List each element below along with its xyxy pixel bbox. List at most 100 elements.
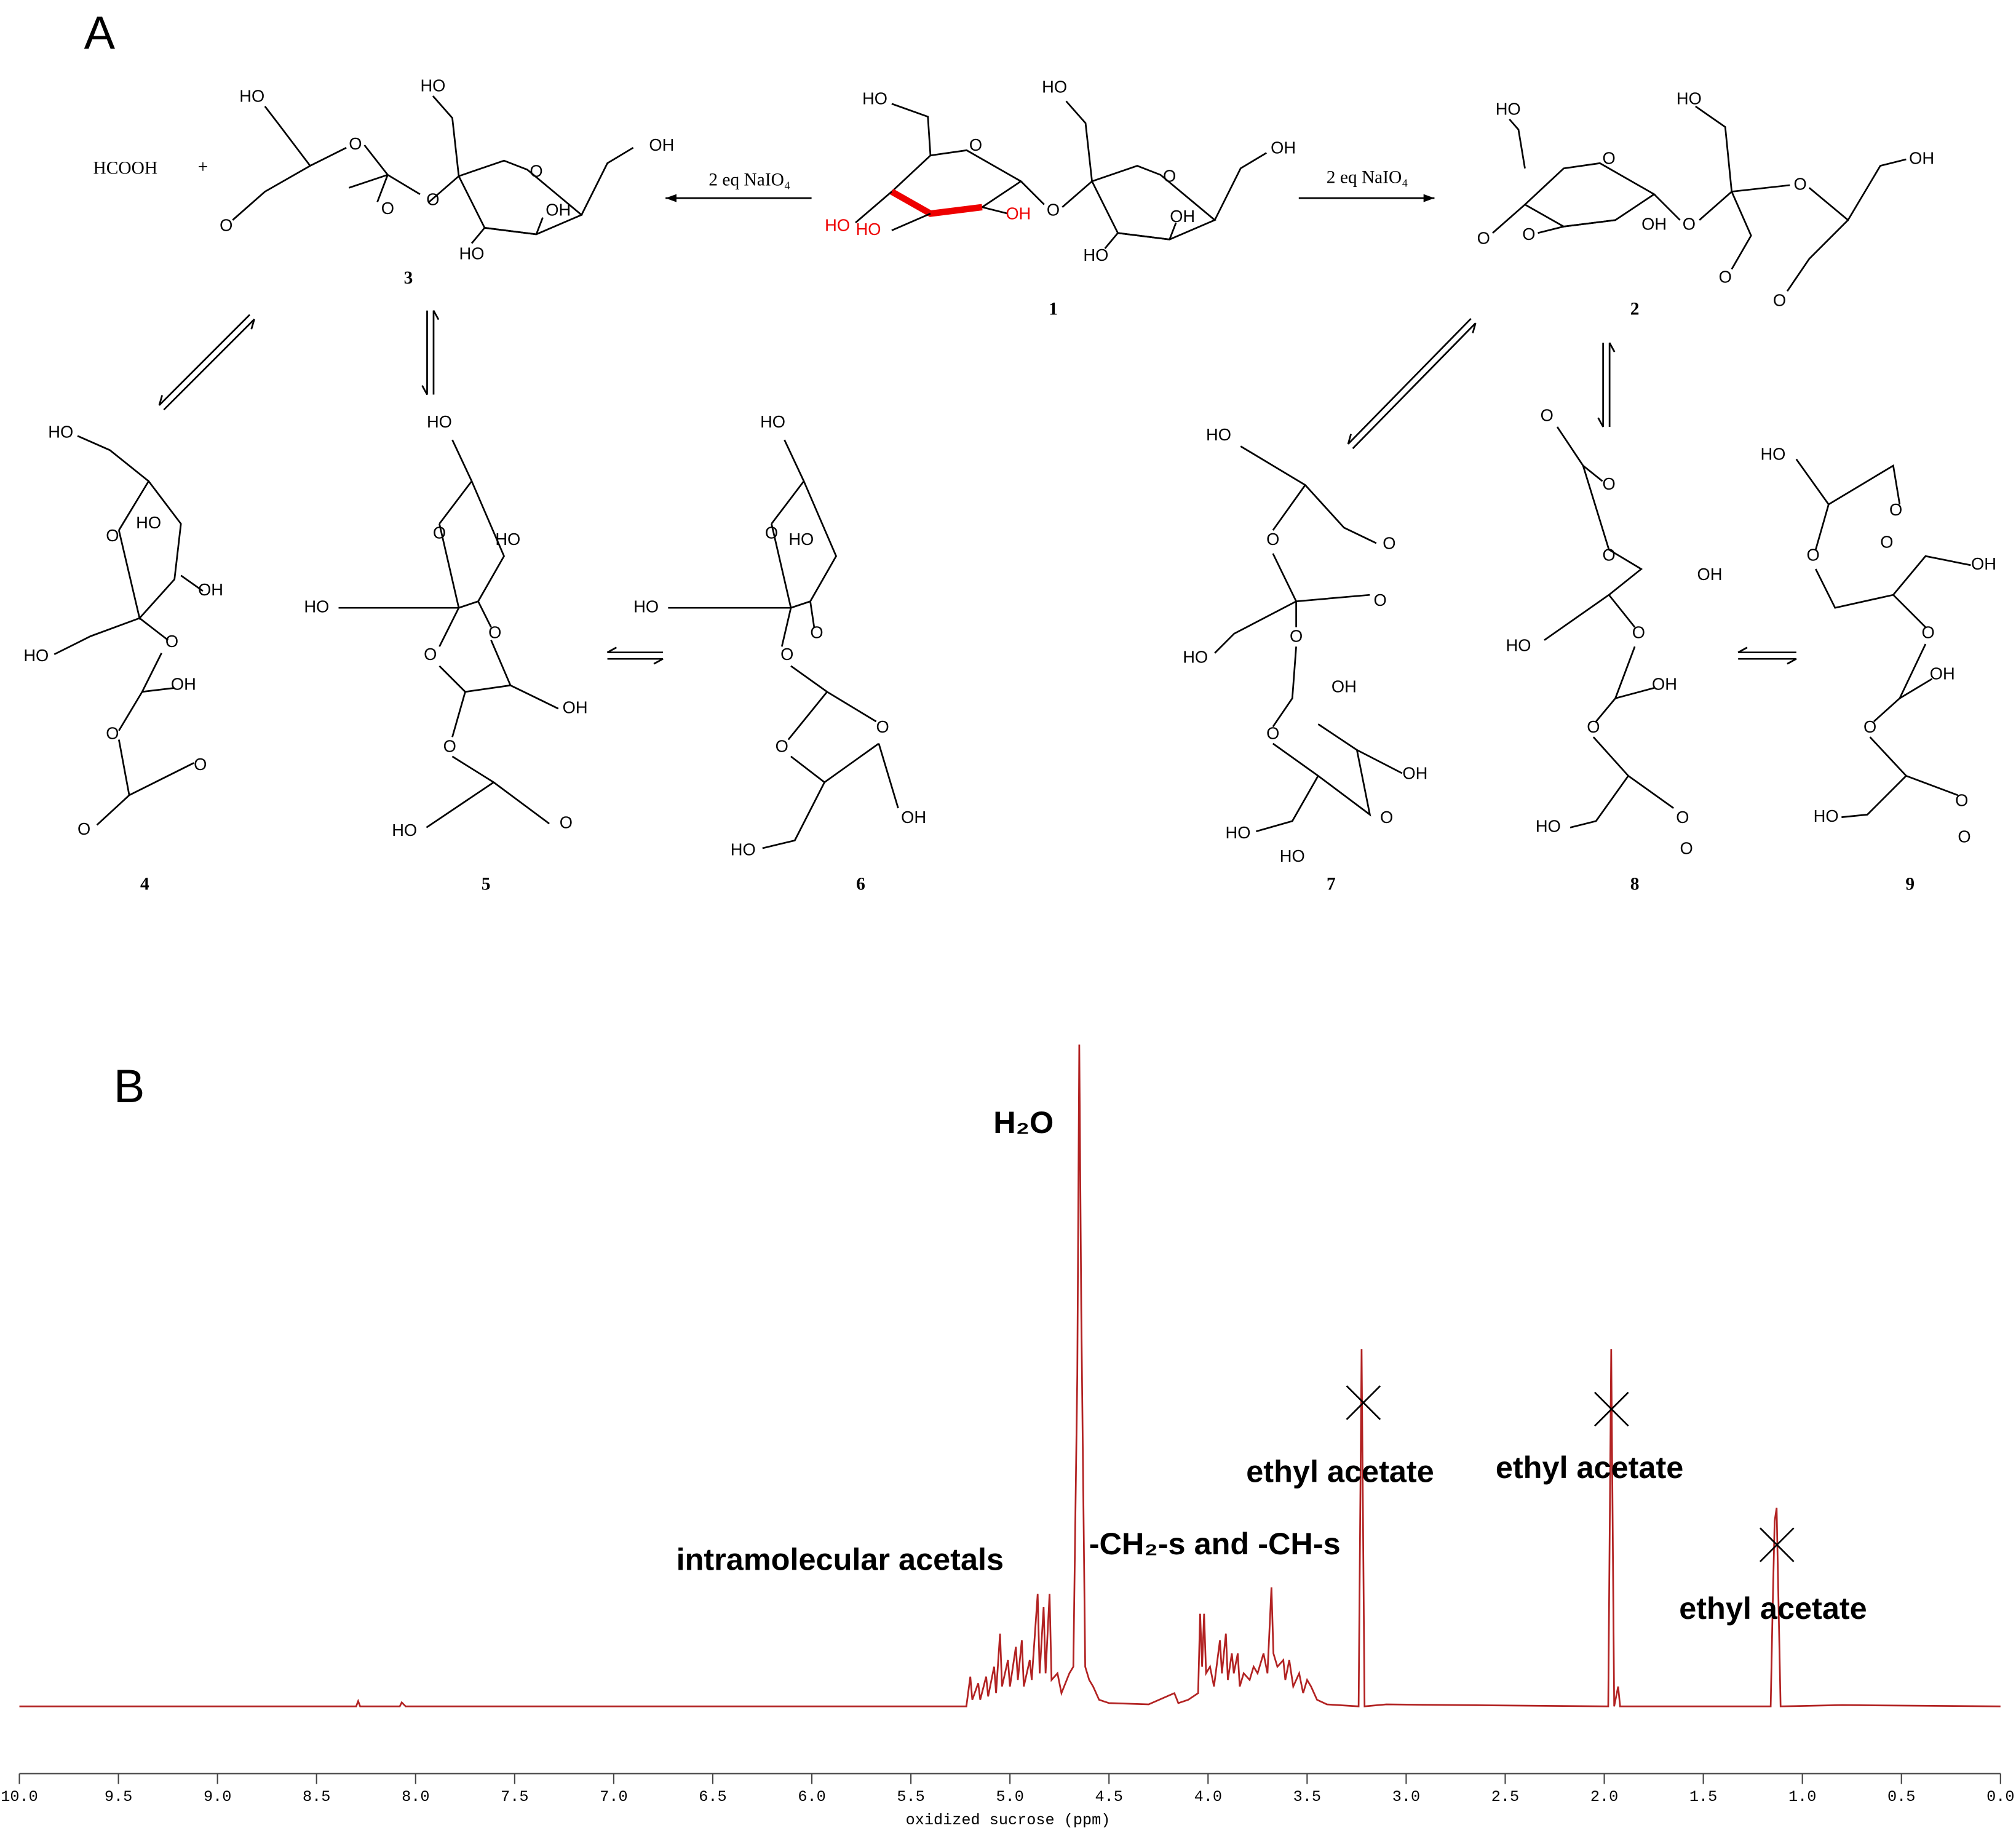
- atom-label: O: [426, 190, 439, 209]
- atom-label: O: [77, 819, 90, 838]
- x-axis-label: oxidized sucrose (ppm): [906, 1811, 1111, 1829]
- atom-label: HO: [1506, 635, 1531, 654]
- atom-label: OH: [1271, 138, 1296, 157]
- bond: [77, 435, 149, 482]
- x-tick-label: 1.0: [1788, 1788, 1816, 1806]
- atom-label: HO: [239, 86, 264, 105]
- panel-label: B: [114, 1061, 145, 1113]
- bond: [1509, 119, 1526, 169]
- atom-label: HO: [633, 597, 659, 616]
- atom-label: O: [1676, 808, 1689, 827]
- atom-label: HO: [495, 530, 520, 549]
- bond: [1808, 158, 1907, 221]
- compound-number: 6: [856, 875, 865, 894]
- bond: [790, 665, 877, 723]
- bond: [1062, 180, 1093, 208]
- bond: [809, 601, 816, 627]
- bond: [141, 687, 175, 693]
- cross-mark: [1759, 1527, 1795, 1562]
- bond: [1272, 553, 1370, 603]
- atom-label: O: [1602, 148, 1615, 167]
- atom-label: HO: [1677, 89, 1702, 108]
- bond: [891, 213, 931, 231]
- bond: [1272, 723, 1371, 817]
- bond: [878, 743, 899, 809]
- atom-label: O: [1719, 268, 1732, 287]
- atom-label: O: [1921, 622, 1934, 642]
- bond: [1538, 225, 1564, 234]
- x-tick-label: 1.5: [1689, 1788, 1717, 1806]
- bond: [363, 145, 421, 195]
- x-tick-label: 8.5: [303, 1788, 330, 1806]
- bond: [1869, 736, 1958, 797]
- atom-label: HO: [136, 513, 161, 532]
- atom-label: O: [810, 622, 823, 642]
- bond: [1695, 105, 1733, 192]
- bond: [1608, 594, 1636, 628]
- atom-label: O: [1683, 214, 1696, 233]
- atom-label: O: [1266, 530, 1279, 549]
- atom-label: O: [776, 736, 788, 755]
- atom-label: OH: [901, 808, 926, 827]
- x-tick-label: 6.5: [699, 1788, 726, 1806]
- compound-number: 3: [404, 268, 413, 288]
- atom-label: O: [1880, 532, 1893, 551]
- x-tick-label: 5.5: [897, 1788, 924, 1806]
- compound-number: 8: [1630, 875, 1640, 894]
- bond: [1492, 204, 1526, 234]
- atom-label: OH: [1006, 204, 1031, 223]
- equilibrium-arrow: [158, 314, 251, 406]
- x-tick-label: 0.0: [1986, 1788, 2014, 1806]
- x-tick-label: 10.0: [1, 1788, 38, 1806]
- bond: [96, 794, 130, 826]
- atom-label: O: [1680, 838, 1693, 857]
- bond: [376, 174, 389, 202]
- bond: [426, 755, 496, 829]
- atom-label: O: [765, 523, 778, 542]
- atom-label: HO: [304, 597, 329, 616]
- bond: [1214, 600, 1297, 654]
- atom-label: O: [1266, 723, 1279, 742]
- atom-label: HO: [1814, 806, 1839, 825]
- atom-label: O: [1632, 622, 1645, 642]
- atom-label: HO: [856, 220, 881, 239]
- atom-label: O: [424, 645, 437, 664]
- atom-label: HO: [1042, 77, 1067, 97]
- bond: [1873, 643, 1927, 723]
- bond: [1570, 775, 1629, 829]
- annotation: ethyl acetate: [1496, 1450, 1684, 1485]
- atom-label: HO: [1536, 817, 1561, 836]
- arrow-head: [665, 194, 677, 202]
- cross-mark: [1594, 1391, 1629, 1427]
- atom-label: O: [443, 736, 456, 755]
- bond: [1556, 426, 1603, 482]
- atom-label: O: [1602, 474, 1615, 493]
- atom-label: O: [1383, 533, 1395, 552]
- bond: [762, 782, 825, 849]
- compound-number: 1: [1049, 300, 1058, 319]
- atom-label: HO: [1496, 99, 1521, 118]
- atom-label: HO: [427, 412, 452, 431]
- equilibrium-arrow: [1608, 342, 1616, 427]
- atom-label: HO: [48, 423, 73, 442]
- atom-label: HO: [1280, 846, 1305, 865]
- atom-label: HO: [1206, 425, 1231, 444]
- bond: [439, 607, 460, 647]
- equilibrium-arrow: [163, 319, 255, 411]
- cross-mark: [1346, 1385, 1381, 1420]
- atom-label: O: [560, 813, 573, 832]
- atom-label: O: [1290, 627, 1303, 646]
- atom-label: HO: [392, 821, 417, 840]
- bond: [790, 742, 879, 784]
- bond: [1892, 594, 1926, 628]
- bond: [535, 217, 544, 235]
- panel-label: A: [84, 7, 116, 59]
- atom-label: O: [1955, 791, 1968, 810]
- bond: [1524, 162, 1656, 228]
- atom-label: O: [1773, 290, 1786, 309]
- bond: [439, 640, 512, 693]
- bond: [117, 479, 182, 620]
- bond: [1582, 465, 1643, 596]
- arrow-head: [1423, 194, 1435, 202]
- bond: [439, 479, 506, 609]
